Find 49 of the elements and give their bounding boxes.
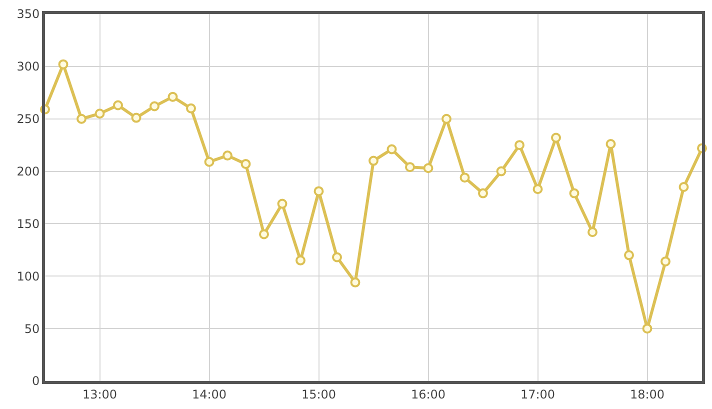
y-tick-label: 0 (32, 374, 40, 388)
y-tick-label: 250 (16, 112, 40, 126)
point (168, 92, 178, 102)
point (58, 59, 68, 70)
point (277, 198, 288, 209)
point (204, 156, 214, 167)
x-tick-label: 15:00 (301, 387, 336, 402)
point (368, 156, 378, 166)
point (460, 172, 470, 183)
point (386, 144, 397, 154)
point (240, 158, 251, 169)
point (222, 150, 232, 161)
point (150, 101, 160, 112)
y-tick-label: 100 (16, 269, 40, 284)
point (678, 182, 689, 192)
point (642, 324, 652, 334)
point (296, 255, 306, 266)
point (186, 103, 196, 114)
x-tick-label: 16:00 (410, 387, 446, 402)
point (551, 132, 561, 143)
point (514, 140, 524, 150)
x-tick-label: 18:00 (630, 387, 665, 402)
point (314, 186, 324, 196)
point (113, 100, 123, 110)
y-tick-label: 350 (16, 7, 40, 22)
point (131, 112, 142, 123)
point (259, 229, 269, 240)
point (532, 184, 543, 194)
point (496, 166, 506, 176)
point (94, 108, 105, 119)
point (569, 188, 580, 198)
point (624, 250, 634, 260)
point (350, 277, 360, 288)
x-tick-label: 17:00 (520, 387, 556, 402)
point (405, 162, 415, 172)
point (423, 163, 434, 174)
point (588, 227, 598, 238)
point (76, 114, 86, 124)
x-tick-label: 13:00 (82, 387, 118, 402)
y-tick-label: 200 (16, 164, 40, 178)
point (606, 139, 616, 150)
point (660, 256, 670, 266)
y-tick-label: 150 (16, 216, 40, 231)
y-tick-label: 50 (24, 322, 40, 336)
y-tick-label: 300 (16, 60, 40, 74)
point (332, 252, 342, 262)
point (442, 114, 452, 124)
x-tick-label: 14:00 (192, 387, 227, 402)
point (478, 188, 488, 198)
